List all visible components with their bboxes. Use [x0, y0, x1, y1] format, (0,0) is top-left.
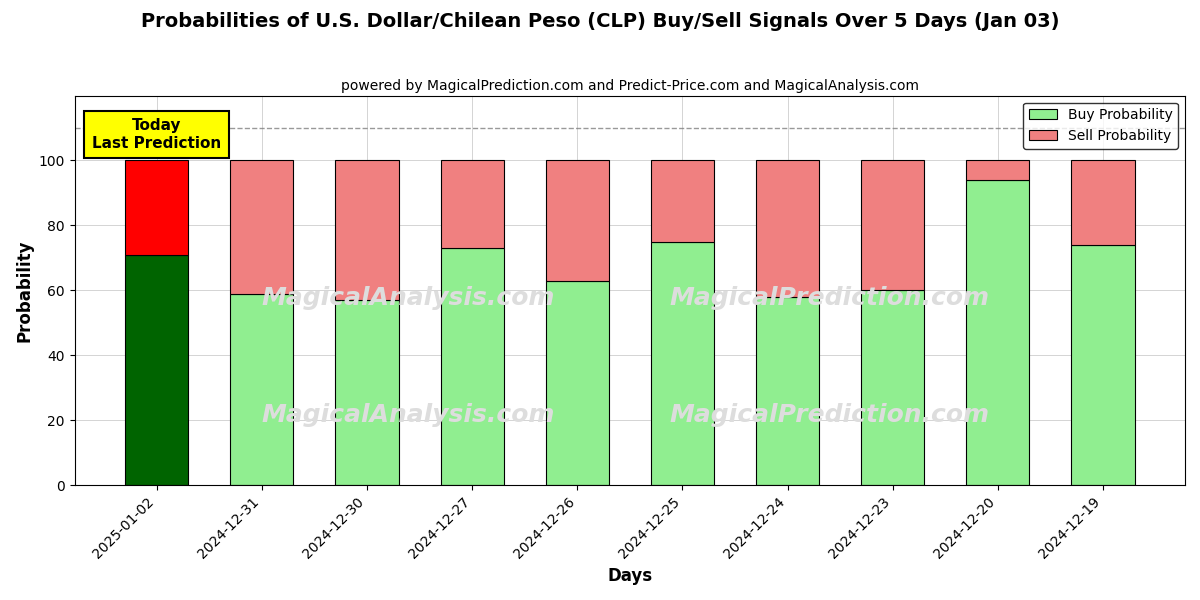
- Bar: [336, 300, 398, 485]
- Bar: [440, 248, 504, 485]
- Bar: [756, 297, 820, 485]
- Bar: [756, 160, 820, 297]
- Bar: [336, 160, 398, 300]
- Bar: [230, 293, 293, 485]
- Legend: Buy Probability, Sell Probability: Buy Probability, Sell Probability: [1024, 103, 1178, 149]
- Text: MagicalAnalysis.com: MagicalAnalysis.com: [262, 403, 554, 427]
- Bar: [862, 160, 924, 290]
- Bar: [125, 160, 188, 254]
- Bar: [230, 160, 293, 293]
- Text: Probabilities of U.S. Dollar/Chilean Peso (CLP) Buy/Sell Signals Over 5 Days (Ja: Probabilities of U.S. Dollar/Chilean Pes…: [140, 12, 1060, 31]
- Bar: [966, 180, 1030, 485]
- Bar: [1072, 160, 1134, 245]
- Bar: [440, 160, 504, 248]
- Text: MagicalAnalysis.com: MagicalAnalysis.com: [262, 286, 554, 310]
- Bar: [966, 160, 1030, 180]
- Bar: [1072, 245, 1134, 485]
- Text: Today
Last Prediction: Today Last Prediction: [92, 118, 221, 151]
- Bar: [546, 160, 608, 281]
- X-axis label: Days: Days: [607, 567, 653, 585]
- Bar: [125, 254, 188, 485]
- Y-axis label: Probability: Probability: [16, 239, 34, 341]
- Bar: [650, 242, 714, 485]
- Text: MagicalPrediction.com: MagicalPrediction.com: [670, 403, 990, 427]
- Bar: [650, 160, 714, 242]
- Bar: [546, 281, 608, 485]
- Bar: [862, 290, 924, 485]
- Title: powered by MagicalPrediction.com and Predict-Price.com and MagicalAnalysis.com: powered by MagicalPrediction.com and Pre…: [341, 79, 919, 93]
- Text: MagicalPrediction.com: MagicalPrediction.com: [670, 286, 990, 310]
